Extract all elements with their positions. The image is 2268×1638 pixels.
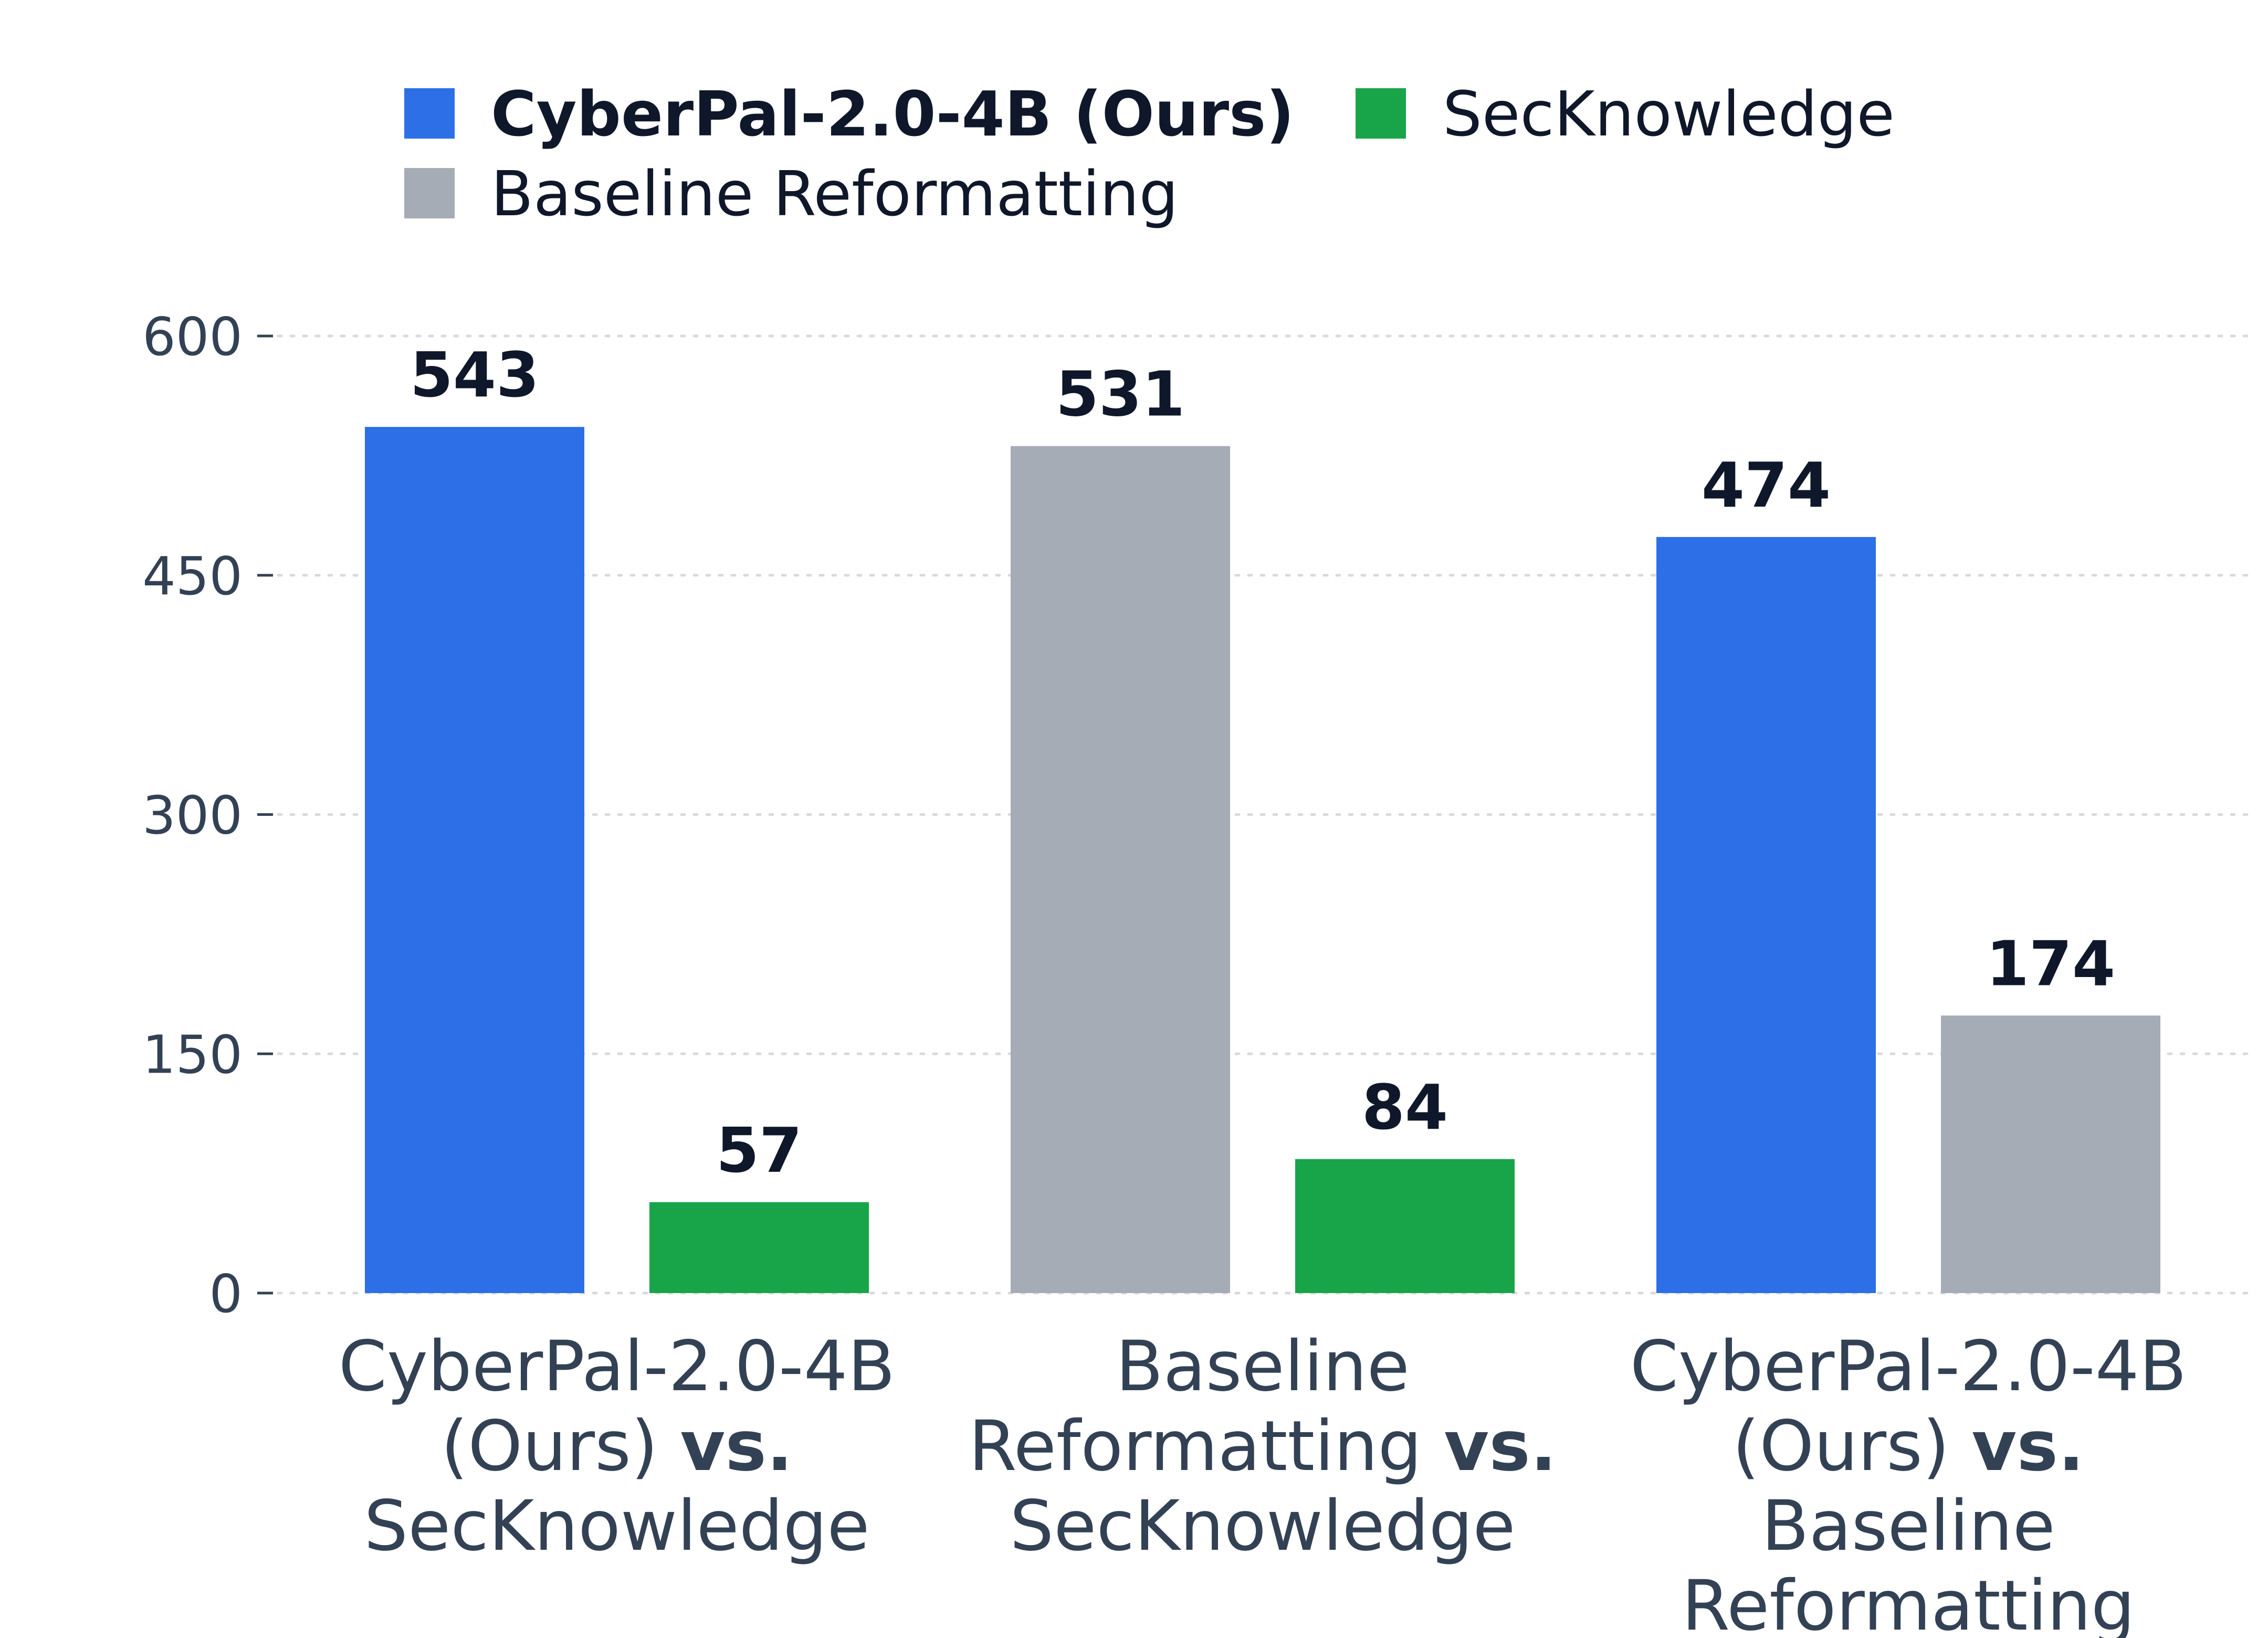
x-axis-category-labels: CyberPal-2.0-4B(Ours) vs.SecKnowledgeBas… xyxy=(339,1326,2187,1638)
bars xyxy=(365,427,2160,1293)
category-label-line: CyberPal-2.0-4B xyxy=(1630,1326,2187,1407)
category-label-segment: Baseline xyxy=(1761,1486,2055,1567)
bar-value-label: 174 xyxy=(1986,927,2115,1000)
category-label-segment: CyberPal-2.0-4B xyxy=(339,1326,896,1407)
category-label-line: (Ours) vs. xyxy=(1732,1406,2084,1487)
legend: CyberPal-2.0-4B (Ours) SecKnowledge Baseli… xyxy=(404,78,1895,230)
bar xyxy=(1295,1159,1515,1293)
category-label-line: (Ours) vs. xyxy=(441,1406,793,1487)
bar xyxy=(649,1202,869,1293)
category-label-segment: vs. xyxy=(1971,1406,2084,1487)
category-label-line: Reformatting xyxy=(1682,1566,2135,1638)
category-label-segment: vs. xyxy=(1444,1406,1557,1487)
legend-swatch xyxy=(404,88,455,139)
y-tick-label: 600 xyxy=(142,306,243,368)
legend-swatch xyxy=(404,168,455,218)
category-label-segment: Baseline xyxy=(1116,1326,1410,1407)
value-labels: 543 57 531 84 474 174 xyxy=(410,339,2115,1186)
category-label-line: SecKnowledge xyxy=(364,1486,869,1567)
category-label-line: Baseline xyxy=(1116,1326,1410,1407)
category-label-segment: SecKnowledge xyxy=(1010,1486,1515,1567)
y-tick-label: 300 xyxy=(142,785,243,846)
y-tick-label: 150 xyxy=(142,1024,243,1085)
legend-label: SecKnowledge xyxy=(1443,78,1895,150)
category-label-segment: (Ours) xyxy=(1732,1406,1972,1487)
category-label-line: Baseline xyxy=(1761,1486,2055,1567)
bar xyxy=(1941,1015,2160,1293)
grid-lines xyxy=(277,334,2254,1295)
bar-value-label: 474 xyxy=(1702,449,1831,521)
legend-swatch xyxy=(1356,88,1406,139)
y-tick-label: 0 xyxy=(209,1263,243,1325)
bar xyxy=(1656,537,1876,1293)
category-label-segment: (Ours) xyxy=(441,1406,680,1487)
category-label-segment: SecKnowledge xyxy=(364,1486,869,1567)
category-label-segment: CyberPal-2.0-4B xyxy=(1630,1326,2187,1407)
bar-value-label: 543 xyxy=(410,339,539,411)
legend-label: CyberPal-2.0-4B (Ours) xyxy=(491,78,1294,150)
bar-value-label: 531 xyxy=(1056,358,1185,430)
category-label-line: SecKnowledge xyxy=(1010,1486,1515,1567)
bar-value-label: 57 xyxy=(716,1114,802,1186)
bar xyxy=(1011,446,1230,1293)
category-label-segment: vs. xyxy=(680,1406,793,1487)
category-label-segment: Reformatting xyxy=(1682,1566,2135,1638)
legend-label: Baseline Reformatting xyxy=(491,158,1179,230)
y-axis: 0 150 300 450 600 xyxy=(142,306,273,1325)
bar xyxy=(365,427,584,1293)
category-label-line: Reformatting vs. xyxy=(969,1406,1557,1487)
y-tick-label: 450 xyxy=(142,545,243,607)
bar-value-label: 84 xyxy=(1362,1071,1448,1143)
category-label-line: CyberPal-2.0-4B xyxy=(339,1326,896,1407)
category-label-segment: Reformatting xyxy=(969,1406,1444,1487)
